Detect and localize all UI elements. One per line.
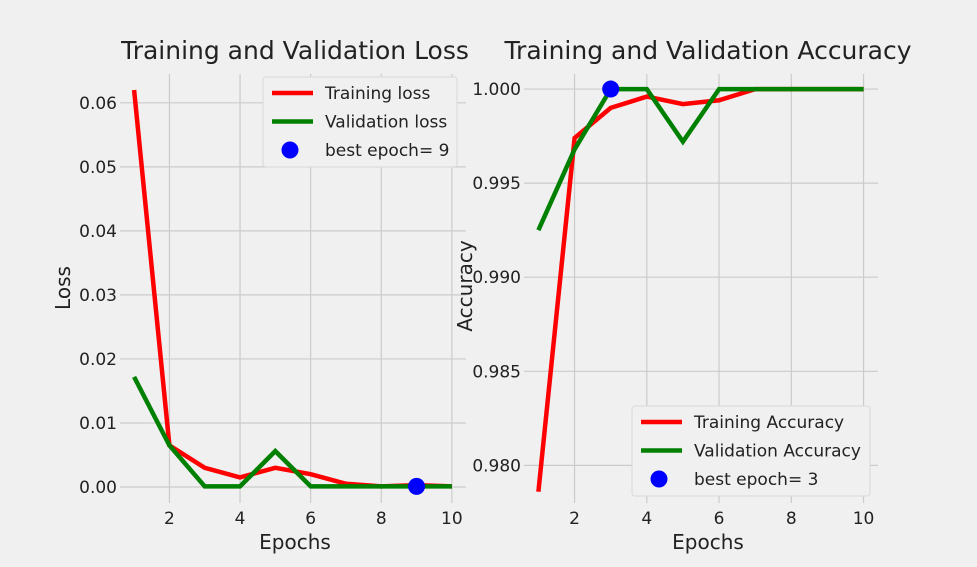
accuracy-y-tick-label: 0.995	[472, 174, 521, 194]
loss-best-epoch-point	[408, 477, 426, 495]
accuracy-ticks: 2 4 6 8 10 0.980 0.985 0.990 0.995 1.000	[472, 80, 874, 529]
accuracy-y-axis-label: Accuracy	[453, 240, 477, 331]
loss-ticks: 2 4 6 8 10 0.00 0.01 0.02 0.03 0.04 0.05 0.06	[79, 94, 463, 529]
accuracy-legend-box	[631, 405, 871, 497]
accuracy-chart-title: Training and Validation Accuracy	[503, 36, 911, 65]
accuracy-legend-label: Training Accuracy	[693, 413, 844, 433]
loss-y-tick-label: 0.02	[79, 350, 117, 370]
loss-y-tick-label: 0.00	[79, 478, 117, 498]
loss-chart-title: Training and Validation Loss	[120, 36, 469, 65]
loss-y-tick-label: 0.06	[79, 94, 117, 114]
accuracy-best-epoch-point	[602, 80, 620, 98]
accuracy-x-tick-label: 8	[786, 509, 797, 529]
loss-legend-label: Validation loss	[325, 113, 447, 133]
accuracy-y-tick-label: 0.990	[472, 268, 521, 288]
loss-legend-label: Training loss	[324, 84, 430, 104]
accuracy-x-axis-label: Epochs	[672, 530, 744, 554]
accuracy-x-tick-label: 2	[569, 509, 580, 529]
loss-y-axis-label: Loss	[51, 266, 75, 310]
loss-x-axis-label: Epochs	[259, 530, 331, 554]
loss-x-tick-label: 2	[164, 509, 175, 529]
loss-y-tick-label: 0.01	[79, 414, 117, 434]
accuracy-legend: Training Accuracy Validation Accuracy best…	[631, 405, 871, 497]
loss-series-validation-line	[132, 375, 452, 489]
loss-x-tick-label: 4	[235, 509, 246, 529]
loss-chart: 2 4 6 8 10 0.00 0.01 0.02 0.03 0.04 0.05 0.06 Train…	[51, 36, 469, 554]
loss-x-tick-label: 6	[305, 509, 316, 529]
loss-legend-box	[262, 76, 458, 168]
loss-y-tick-label: 0.04	[79, 222, 117, 242]
loss-x-tick-label: 8	[376, 509, 387, 529]
accuracy-y-tick-label: 1.000	[472, 80, 521, 100]
accuracy-x-tick-label: 6	[714, 509, 725, 529]
accuracy-legend-label: best epoch= 3	[694, 470, 818, 490]
accuracy-y-tick-label: 0.985	[472, 362, 521, 382]
accuracy-x-tick-label: 10	[853, 509, 875, 529]
accuracy-legend-marker	[650, 470, 668, 488]
accuracy-y-tick-label: 0.980	[472, 456, 521, 476]
accuracy-series	[536, 80, 864, 492]
loss-legend-label: best epoch= 9	[325, 141, 449, 161]
loss-x-tick-label: 10	[441, 509, 463, 529]
accuracy-chart: 2 4 6 8 10 0.980 0.985 0.990 0.995 1.000 Training…	[453, 36, 912, 554]
loss-legend-marker	[281, 141, 299, 159]
accuracy-legend-label: Validation Accuracy	[694, 442, 861, 462]
loss-y-tick-label: 0.03	[79, 286, 117, 306]
loss-series	[131, 89, 452, 495]
accuracy-series-validation-line	[536, 86, 864, 232]
loss-legend: Training loss Validation loss best epoch= …	[262, 76, 458, 168]
loss-y-tick-label: 0.05	[79, 158, 117, 178]
accuracy-x-tick-label: 4	[641, 509, 652, 529]
